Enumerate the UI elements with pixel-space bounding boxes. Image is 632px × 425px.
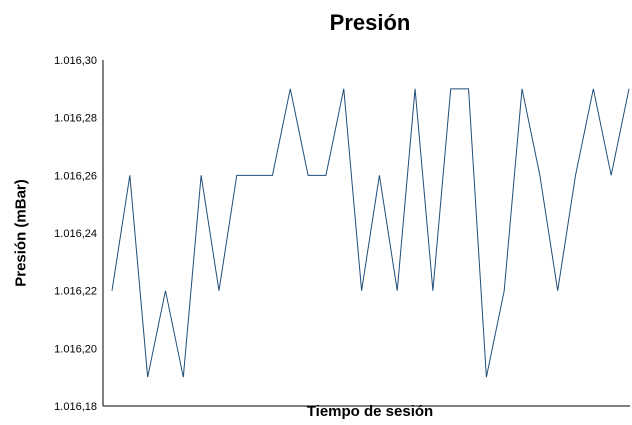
y-tick-label: 1.016,30 bbox=[54, 55, 97, 67]
y-tick-label: 1.016,28 bbox=[54, 113, 97, 125]
chart-title: Presión bbox=[329, 10, 411, 35]
y-tick-label: 1.016,20 bbox=[54, 343, 97, 355]
y-tick-label: 1.016,18 bbox=[54, 401, 97, 413]
series-line bbox=[111, 88, 630, 378]
y-tick-label: 1.016,24 bbox=[54, 228, 97, 240]
y-tick-label: 1.016,22 bbox=[54, 286, 97, 298]
y-tick-label: 1.016,26 bbox=[54, 170, 97, 182]
x-axis-title: Tiempo de sesión bbox=[306, 403, 434, 420]
